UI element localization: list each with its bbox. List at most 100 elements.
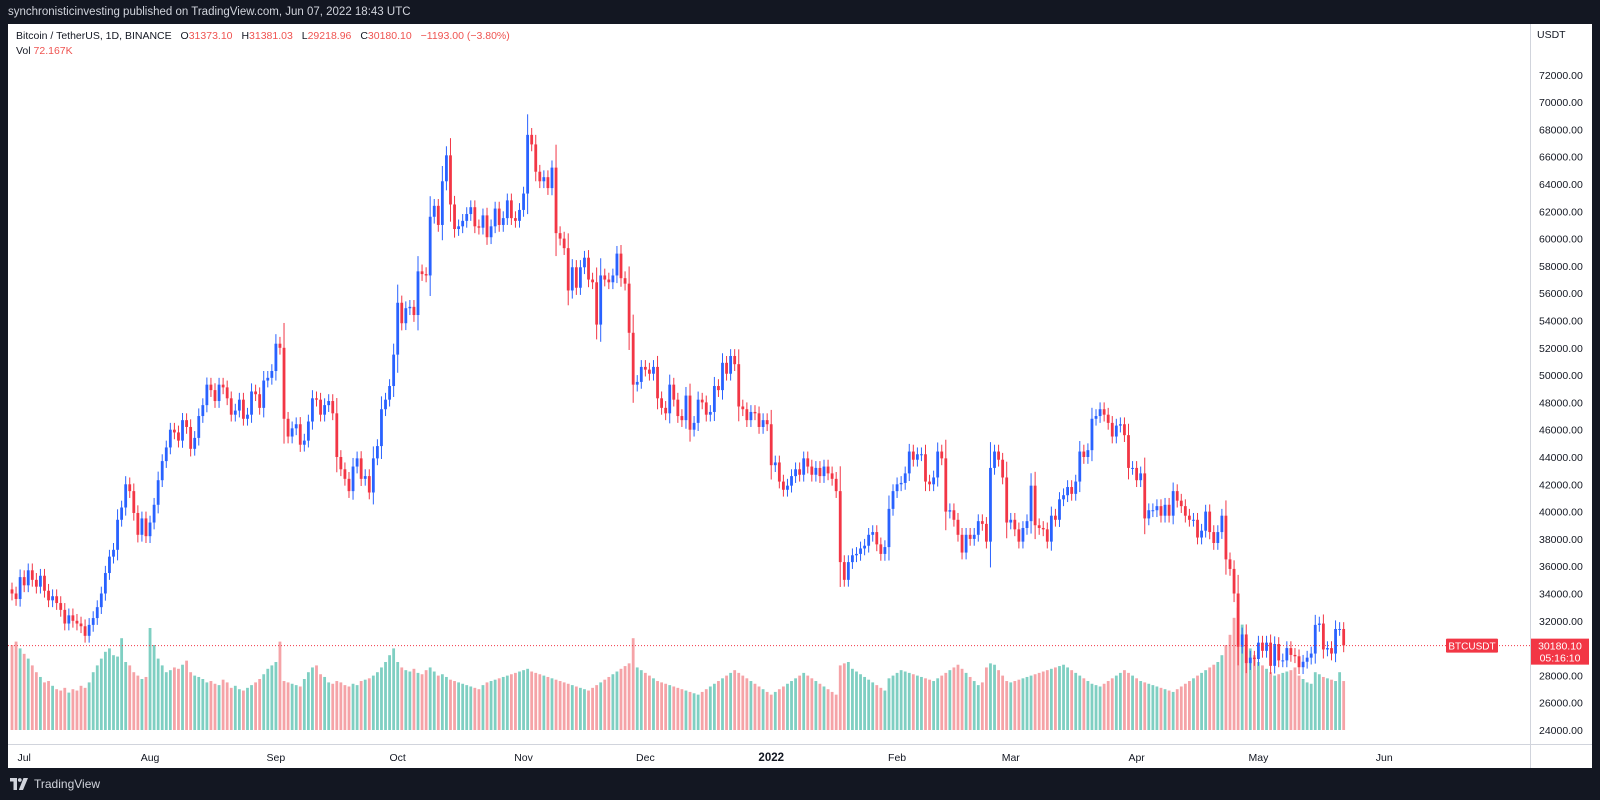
candle xyxy=(749,411,753,421)
price-tick-label: 56000.00 xyxy=(1539,288,1583,300)
candle xyxy=(777,462,781,482)
time-scale[interactable]: Jul Aug Sep Oct Nov Dec 2022 Feb Mar Apr May Jun xyxy=(8,745,1530,769)
volume-bar xyxy=(960,668,964,730)
candle xyxy=(851,555,854,563)
volume-bar xyxy=(997,670,1000,730)
volume-bar xyxy=(741,675,745,730)
candle xyxy=(282,347,286,419)
symbol-title[interactable]: Bitcoin / TetherUS, 1D, BINANCE xyxy=(16,30,172,42)
volume-bar xyxy=(1183,683,1187,730)
candle xyxy=(201,405,205,417)
volume-bar xyxy=(412,668,416,730)
candle xyxy=(71,615,75,621)
candle xyxy=(315,398,318,400)
volume-bar xyxy=(842,663,846,730)
volume-bar xyxy=(1321,676,1325,730)
candle xyxy=(834,478,838,492)
candle xyxy=(445,155,448,182)
candle xyxy=(91,618,95,625)
candle xyxy=(737,364,741,407)
candle xyxy=(733,355,737,365)
volume-bar xyxy=(181,664,184,730)
candle xyxy=(485,215,489,238)
volume-bar xyxy=(18,648,22,730)
volume-bar xyxy=(899,670,903,730)
volume-bar xyxy=(684,690,688,730)
volume-bar xyxy=(1313,672,1317,730)
volume-bar xyxy=(1017,679,1021,730)
candle xyxy=(518,209,521,221)
time-tick-label: Feb xyxy=(888,752,906,764)
candle xyxy=(124,484,128,508)
candle xyxy=(765,420,769,425)
price-scale[interactable]: USDT24000.0026000.0028000.0030000.003200… xyxy=(1531,24,1593,744)
candle xyxy=(611,275,615,283)
candlestick-plot[interactable]: BTCUSDT xyxy=(8,24,1530,744)
volume-bar xyxy=(822,686,826,730)
published-info: synchronisticinvesting published on Trad… xyxy=(8,6,411,18)
candle xyxy=(509,200,513,219)
candle xyxy=(1114,425,1118,437)
volume-bar xyxy=(477,689,481,730)
volume-bar xyxy=(233,685,237,730)
candle xyxy=(400,302,404,324)
candle xyxy=(339,457,343,470)
candle xyxy=(680,416,684,421)
volume-bar xyxy=(315,665,318,730)
candle xyxy=(846,562,850,580)
volume-bar xyxy=(798,675,802,730)
volume-bar xyxy=(936,678,940,730)
candle xyxy=(1330,648,1333,654)
candle xyxy=(887,508,891,548)
volume-bar xyxy=(1281,672,1285,730)
candle xyxy=(664,407,668,414)
price-axis[interactable]: USDT24000.0026000.0028000.0030000.003200… xyxy=(1530,24,1592,744)
candle xyxy=(871,532,875,535)
candle xyxy=(891,491,895,509)
candle xyxy=(1236,593,1240,647)
volume-bar xyxy=(639,670,643,730)
time-tick-label: Sep xyxy=(267,752,286,764)
volume-bar xyxy=(1175,689,1179,730)
candle xyxy=(668,384,672,414)
candle xyxy=(1086,450,1090,457)
volume-bar xyxy=(782,686,785,730)
price-tick-label: 50000.00 xyxy=(1539,370,1583,382)
volume-bar xyxy=(286,682,290,730)
volume-bar xyxy=(911,674,915,730)
candle xyxy=(1216,532,1220,543)
volume-bar xyxy=(1273,675,1277,730)
volume-bar xyxy=(944,672,948,730)
axis-corner xyxy=(1530,744,1592,768)
volume-bar xyxy=(136,675,140,730)
volume-bar xyxy=(1062,664,1065,730)
volume-bar xyxy=(274,662,278,730)
volume-bar xyxy=(185,660,188,730)
price-tick-label: 44000.00 xyxy=(1539,452,1583,464)
candle xyxy=(424,274,428,276)
candle xyxy=(1041,527,1045,530)
volume-bar xyxy=(363,679,367,730)
candle xyxy=(660,398,663,408)
candle xyxy=(867,534,871,546)
volume-bar xyxy=(1066,667,1069,730)
candle xyxy=(546,177,550,189)
volume-bar xyxy=(749,681,753,730)
high-label: H xyxy=(241,30,250,42)
price-tick-label: 60000.00 xyxy=(1539,234,1583,246)
volume-bar xyxy=(956,664,960,730)
volume-bar xyxy=(1098,686,1102,730)
bar-countdown: 05:16:10 xyxy=(1540,653,1581,665)
price-tick-label: 58000.00 xyxy=(1539,261,1583,273)
tradingview-brand[interactable]: TradingView xyxy=(10,777,100,791)
time-axis[interactable]: Jul Aug Sep Oct Nov Dec 2022 Feb Mar Apr May Jun xyxy=(8,744,1530,768)
candle xyxy=(842,562,846,580)
candle xyxy=(67,615,71,624)
candle xyxy=(725,362,728,374)
volume-bar xyxy=(932,681,936,730)
candle xyxy=(1045,529,1049,542)
plot-area[interactable]: BTCUSDT Bitcoin / TetherUS, 1D, BINANCE … xyxy=(8,24,1530,744)
volume-bar xyxy=(985,667,988,730)
price-tick-label: 46000.00 xyxy=(1539,425,1583,437)
